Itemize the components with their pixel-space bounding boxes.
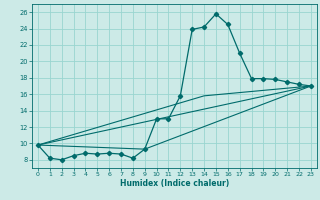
X-axis label: Humidex (Indice chaleur): Humidex (Indice chaleur) bbox=[120, 179, 229, 188]
